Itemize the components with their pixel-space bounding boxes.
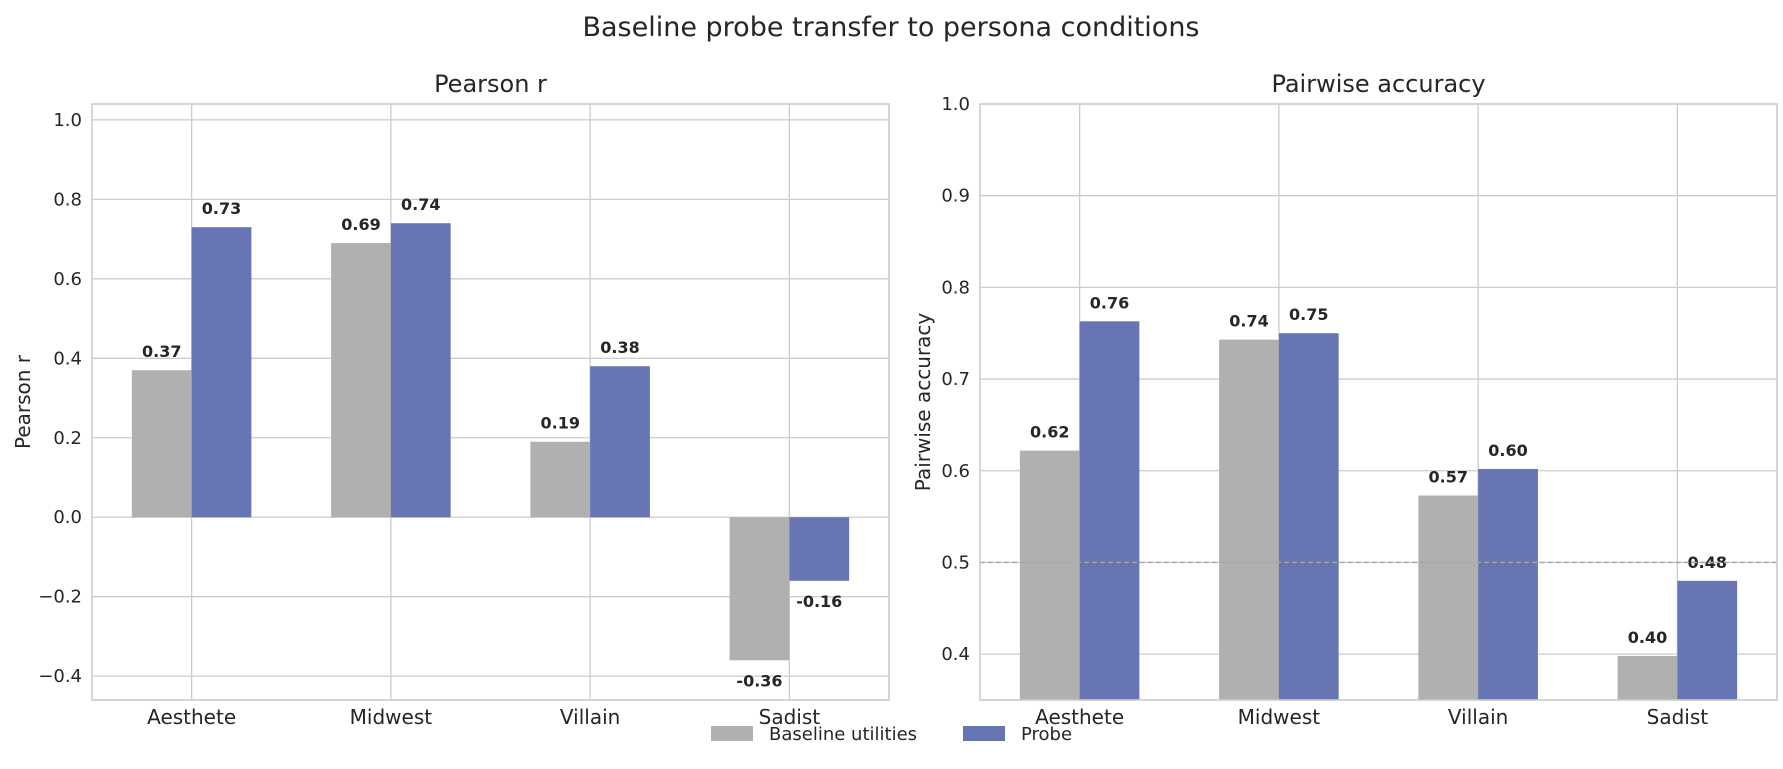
- data-label-baseline-utilities-sadist: 0.40: [1628, 628, 1667, 647]
- data-label-baseline-utilities-aesthete: 0.37: [142, 342, 181, 361]
- bar-baseline-utilities-villain: [1418, 495, 1479, 700]
- y-tick-label: 0.7: [941, 369, 970, 390]
- data-label-probe-villain: 0.38: [600, 338, 639, 357]
- bar-probe-villain: [1478, 468, 1538, 700]
- y-tick-label: 1.0: [941, 94, 970, 115]
- bar-baseline-utilities-aesthete: [131, 370, 192, 518]
- x-tick-label-villain: Villain: [560, 705, 620, 729]
- data-label-baseline-utilities-villain: 0.19: [540, 414, 579, 433]
- legend-swatch-baseline-utilities: [711, 726, 753, 741]
- y-tick-label: 0.0: [53, 507, 82, 528]
- y-tick-label: 0.6: [53, 269, 82, 290]
- legend: Baseline utilities Probe: [711, 724, 1072, 745]
- y-tick-label: 0.9: [941, 186, 970, 207]
- data-label-baseline-utilities-villain: 0.57: [1428, 468, 1467, 487]
- pearson-r-panel: −0.4 −0.2 0.0 0.2 0.4 0.6 0.8 1.0 Aesthete Midwes…: [11, 70, 890, 729]
- bar-probe-villain: [590, 366, 650, 518]
- x-tick-label-aesthete: Aesthete: [1035, 705, 1124, 729]
- axes-frame: [979, 103, 1778, 701]
- y-tick-label: 0.2: [53, 428, 82, 449]
- y-tick-label: 0.4: [53, 348, 82, 369]
- bar-probe-midwest: [390, 223, 451, 518]
- y-tick-label: 0.8: [941, 277, 970, 298]
- x-tick-label-midwest: Midwest: [350, 705, 433, 729]
- bar-probe-sadist: [789, 517, 850, 581]
- y-tick-label: 0.5: [941, 552, 970, 573]
- data-label-probe-villain: 0.60: [1488, 441, 1527, 460]
- figure-title: Baseline probe transfer to persona condi…: [582, 12, 1199, 43]
- y-tick-label: −0.2: [38, 587, 82, 608]
- x-tick-label-villain: Villain: [1448, 705, 1508, 729]
- x-tick-label-midwest: Midwest: [1238, 705, 1321, 729]
- bar-probe-aesthete: [191, 227, 252, 518]
- y-axis-label: Pearson r: [11, 354, 35, 449]
- bar-probe-aesthete: [1079, 321, 1140, 700]
- bar-baseline-utilities-villain: [530, 441, 591, 518]
- x-tick-label-aesthete: Aesthete: [147, 705, 236, 729]
- data-label-probe-sadist: 0.48: [1688, 553, 1727, 572]
- bar-baseline-utilities-midwest: [1219, 339, 1279, 700]
- x-tick-label-sadist: Sadist: [759, 705, 821, 729]
- x-tick-label-sadist: Sadist: [1647, 705, 1709, 729]
- data-label-baseline-utilities-aesthete: 0.62: [1030, 423, 1069, 442]
- y-axis-label: Pairwise accuracy: [911, 313, 935, 492]
- axes-frame: [91, 103, 890, 701]
- data-label-probe-sadist: -0.16: [796, 592, 842, 611]
- y-tick-label: 1.0: [53, 110, 82, 131]
- panel-title: Pearson r: [434, 70, 547, 98]
- data-label-baseline-utilities-midwest: 0.74: [1229, 312, 1268, 331]
- data-label-probe-midwest: 0.75: [1289, 305, 1328, 324]
- data-label-baseline-utilities-sadist: -0.36: [736, 671, 782, 690]
- bar-baseline-utilities-sadist: [1617, 655, 1678, 700]
- bar-probe-sadist: [1677, 580, 1738, 700]
- pairwise-accuracy-panel: 0.4 0.5 0.6 0.7 0.8 0.9 1.0 Aesthete Midwest Vill…: [911, 70, 1778, 729]
- bar-baseline-utilities-aesthete: [1019, 450, 1080, 700]
- panel-title: Pairwise accuracy: [1271, 70, 1485, 98]
- data-label-probe-midwest: 0.74: [401, 195, 440, 214]
- data-label-probe-aesthete: 0.76: [1090, 293, 1129, 312]
- y-tick-label: 0.4: [941, 644, 970, 665]
- legend-label-probe: Probe: [1021, 724, 1072, 745]
- y-tick-label: 0.6: [941, 461, 970, 482]
- bar-baseline-utilities-sadist: [729, 517, 790, 661]
- bar-baseline-utilities-midwest: [331, 243, 391, 518]
- bar-probe-midwest: [1278, 333, 1339, 700]
- y-tick-label: 0.8: [53, 189, 82, 210]
- legend-swatch-probe: [963, 726, 1005, 741]
- y-tick-label: −0.4: [38, 666, 82, 687]
- data-label-probe-aesthete: 0.73: [202, 199, 241, 218]
- legend-label-baseline-utilities: Baseline utilities: [769, 724, 917, 745]
- data-label-baseline-utilities-midwest: 0.69: [341, 215, 380, 234]
